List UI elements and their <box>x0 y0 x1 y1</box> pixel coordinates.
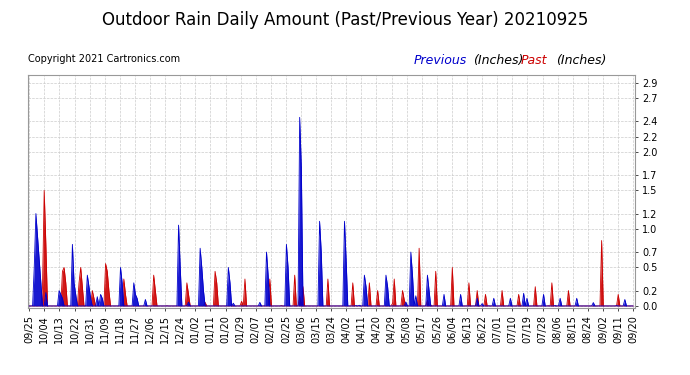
Text: Previous: Previous <box>414 54 467 68</box>
Text: Outdoor Rain Daily Amount (Past/Previous Year) 20210925: Outdoor Rain Daily Amount (Past/Previous… <box>102 11 588 29</box>
Text: (Inches): (Inches) <box>473 54 523 68</box>
Text: (Inches): (Inches) <box>556 54 607 68</box>
Text: Copyright 2021 Cartronics.com: Copyright 2021 Cartronics.com <box>28 54 179 64</box>
Text: Past: Past <box>521 54 547 68</box>
